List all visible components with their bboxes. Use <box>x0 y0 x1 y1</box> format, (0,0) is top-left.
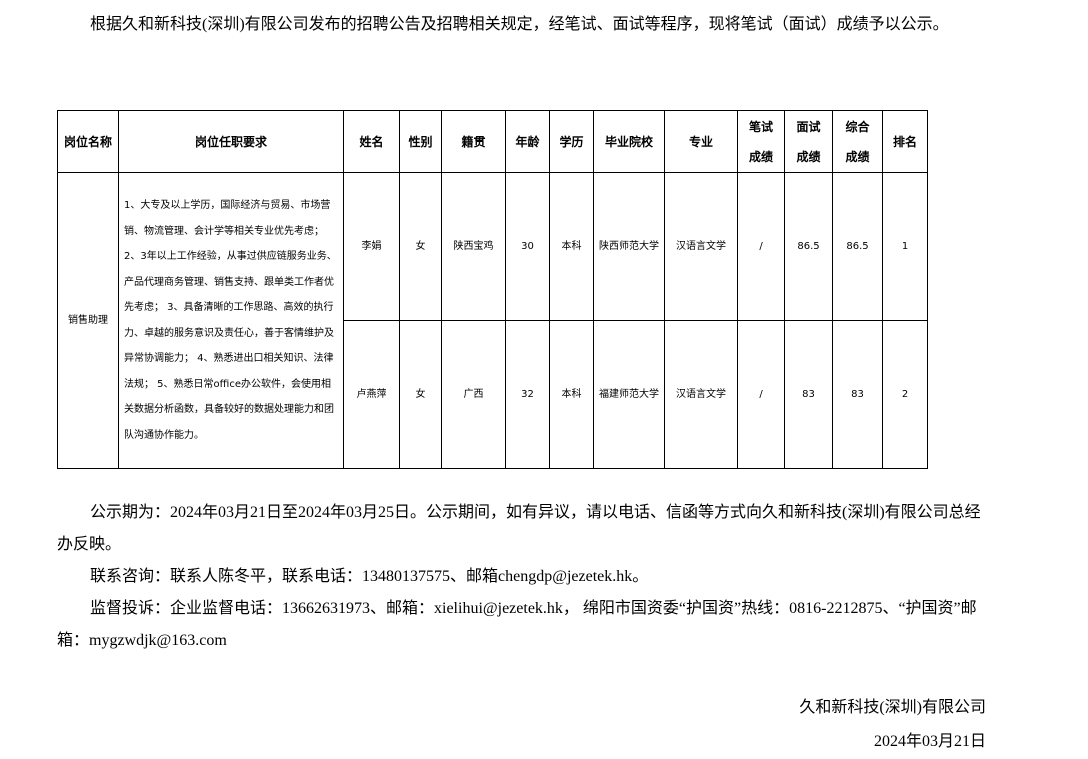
written-score-cell: / <box>737 320 785 469</box>
total-score-cell: 83 <box>832 320 883 469</box>
age-cell: 32 <box>505 320 550 469</box>
major-cell: 汉语言文学 <box>664 320 738 469</box>
supervision-paragraph: 监督投诉：企业监督电话：13662631973、邮箱：xielihui@jeze… <box>57 600 977 649</box>
rank-cell: 1 <box>882 172 928 321</box>
age-cell: 30 <box>505 172 550 321</box>
requirements-cell: 1、大专及以上学历，国际经济与贸易、市场营销、物流管理、会计学等相关专业优先考虑… <box>118 172 344 469</box>
results-table: 岗位名称 岗位任职要求 姓名 性别 籍贯 年龄 学历 毕业院校 专业 笔试成绩 … <box>57 110 928 469</box>
rank-cell: 2 <box>882 320 928 469</box>
notice-period-paragraph: 公示期为：2024年03月21日至2024年03月25日。公示期间，如有异议，请… <box>57 504 981 553</box>
header-cell: 笔试成绩 <box>737 110 785 173</box>
origin-cell: 陕西宝鸡 <box>441 172 506 321</box>
header-cell: 岗位任职要求 <box>118 110 344 173</box>
interview-score-cell: 86.5 <box>784 172 833 321</box>
contact-paragraph: 联系咨询：联系人陈冬平，联系电话：13480137575、邮箱chengdp@j… <box>90 568 649 585</box>
table-header-row: 岗位名称 岗位任职要求 姓名 性别 籍贯 年龄 学历 毕业院校 专业 笔试成绩 … <box>57 110 928 173</box>
school-cell: 福建师范大学 <box>593 320 665 469</box>
header-cell: 岗位名称 <box>57 110 119 173</box>
signature-company: 久和新科技(深圳)有限公司 <box>799 699 986 716</box>
origin-cell: 广西 <box>441 320 506 469</box>
total-score-cell: 86.5 <box>832 172 883 321</box>
header-cell: 面试成绩 <box>784 110 833 173</box>
signature-date: 2024年03月21日 <box>873 733 986 750</box>
header-cell: 籍贯 <box>441 110 506 173</box>
header-cell: 姓名 <box>343 110 400 173</box>
header-cell: 年龄 <box>505 110 550 173</box>
header-cell: 专业 <box>664 110 738 173</box>
interview-score-cell: 83 <box>784 320 833 469</box>
table-row: 卢燕萍 女 广西 32 本科 福建师范大学 汉语言文学 / 83 83 2 <box>58 320 928 469</box>
education-cell: 本科 <box>549 320 594 469</box>
education-cell: 本科 <box>549 172 594 321</box>
table-row: 销售助理 1、大专及以上学历，国际经济与贸易、市场营销、物流管理、会计学等相关专… <box>57 172 928 469</box>
header-cell: 毕业院校 <box>593 110 665 173</box>
header-cell: 综合成绩 <box>832 110 883 173</box>
header-cell: 排名 <box>882 110 928 173</box>
gender-cell: 女 <box>399 320 442 469</box>
intro-paragraph: 根据久和新科技(深圳)有限公司发布的招聘公告及招聘相关规定，经笔试、面试等程序，… <box>90 16 949 33</box>
gender-cell: 女 <box>399 172 442 321</box>
name-cell: 李娟 <box>343 172 400 321</box>
header-cell: 性别 <box>399 110 442 173</box>
school-cell: 陕西师范大学 <box>593 172 665 321</box>
written-score-cell: / <box>737 172 785 321</box>
major-cell: 汉语言文学 <box>664 172 738 321</box>
position-cell: 销售助理 <box>57 172 119 469</box>
header-cell: 学历 <box>549 110 594 173</box>
name-cell: 卢燕萍 <box>343 320 400 469</box>
